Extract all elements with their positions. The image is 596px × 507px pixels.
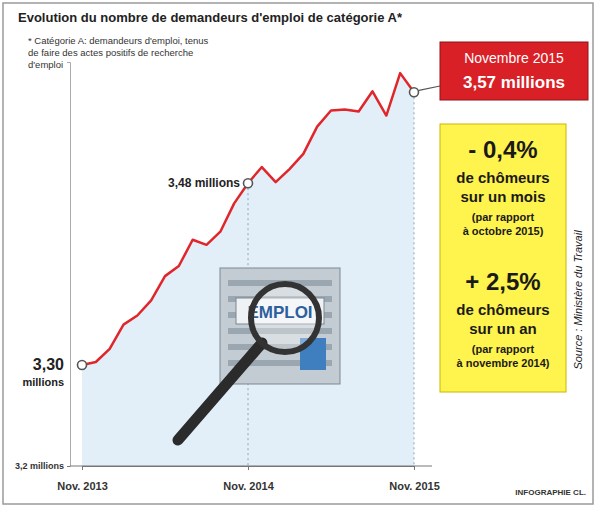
annotation: sur un an: [469, 320, 537, 337]
callout-leader: [419, 86, 440, 90]
marker: [410, 88, 419, 97]
value-label: 3,48 millions: [168, 176, 240, 190]
marker: [244, 179, 253, 188]
annotation: - 0,4%: [468, 136, 537, 163]
frame: [3, 3, 593, 504]
plot-area: [82, 73, 414, 466]
plot-lines: [78, 73, 419, 369]
annotation: (par rapport: [472, 211, 535, 223]
x-tick-mark: [82, 466, 83, 470]
y-axis: 3,2 millions: [15, 63, 71, 472]
annotation-box: [440, 124, 566, 392]
annotation: à octobre 2015): [463, 225, 544, 237]
glass-handle: [178, 343, 262, 440]
baseline: [70, 466, 432, 467]
y-tick-label: 3,2 millions: [15, 461, 64, 471]
annotation: de chômeurs: [456, 169, 549, 186]
source: Source : Ministère du Travail: [572, 230, 584, 370]
y-axis-line: [67, 63, 71, 467]
x-axis-line: [83, 467, 415, 471]
x-tick: Nov. 2015: [389, 466, 440, 492]
y-tick-mark: [67, 466, 70, 467]
annotation: Novembre 2015: [464, 50, 564, 66]
x-tick-label: Nov. 2015: [389, 480, 440, 492]
glass-rim: [251, 284, 319, 352]
credit: INFOGRAPHIE CL.: [515, 488, 586, 497]
subtitle: * Catégorie A: demandeurs d'emploi, tenu…: [28, 35, 209, 70]
marker: [78, 361, 87, 370]
area: [82, 73, 414, 466]
drop-line: [414, 92, 415, 466]
x-tick-mark: [248, 466, 249, 470]
annotation: de chômeurs: [456, 301, 549, 318]
chart: Evolution du nombre de demandeurs d'empl…: [0, 0, 596, 507]
x-tick-label: Nov. 2013: [57, 480, 108, 492]
annotation: (par rapport: [472, 343, 535, 355]
value-label: 3,57 millions: [463, 73, 565, 92]
series-line: [82, 73, 414, 365]
annotation: + 2,5%: [465, 268, 540, 295]
title: Evolution du nombre de demandeurs d'empl…: [18, 10, 403, 25]
illustration-text: EMPLOI: [247, 303, 312, 322]
x-tick: Nov. 2014: [223, 466, 274, 492]
callout-box: [440, 42, 588, 100]
x-tick: Nov. 2013: [57, 466, 108, 492]
value-label: 3,30millions: [22, 356, 64, 388]
x-axis: Nov. 2013 Nov. 2014 Nov. 2015: [57, 466, 440, 492]
illustration: EMPLOI: [178, 268, 340, 440]
annotation: sur un mois: [460, 188, 545, 205]
x-tick-label: Nov. 2014: [223, 480, 274, 492]
annotation: à novembre 2014): [457, 357, 550, 369]
y-tick: 3,2 millions: [15, 461, 70, 471]
x-tick-mark: [414, 466, 415, 470]
